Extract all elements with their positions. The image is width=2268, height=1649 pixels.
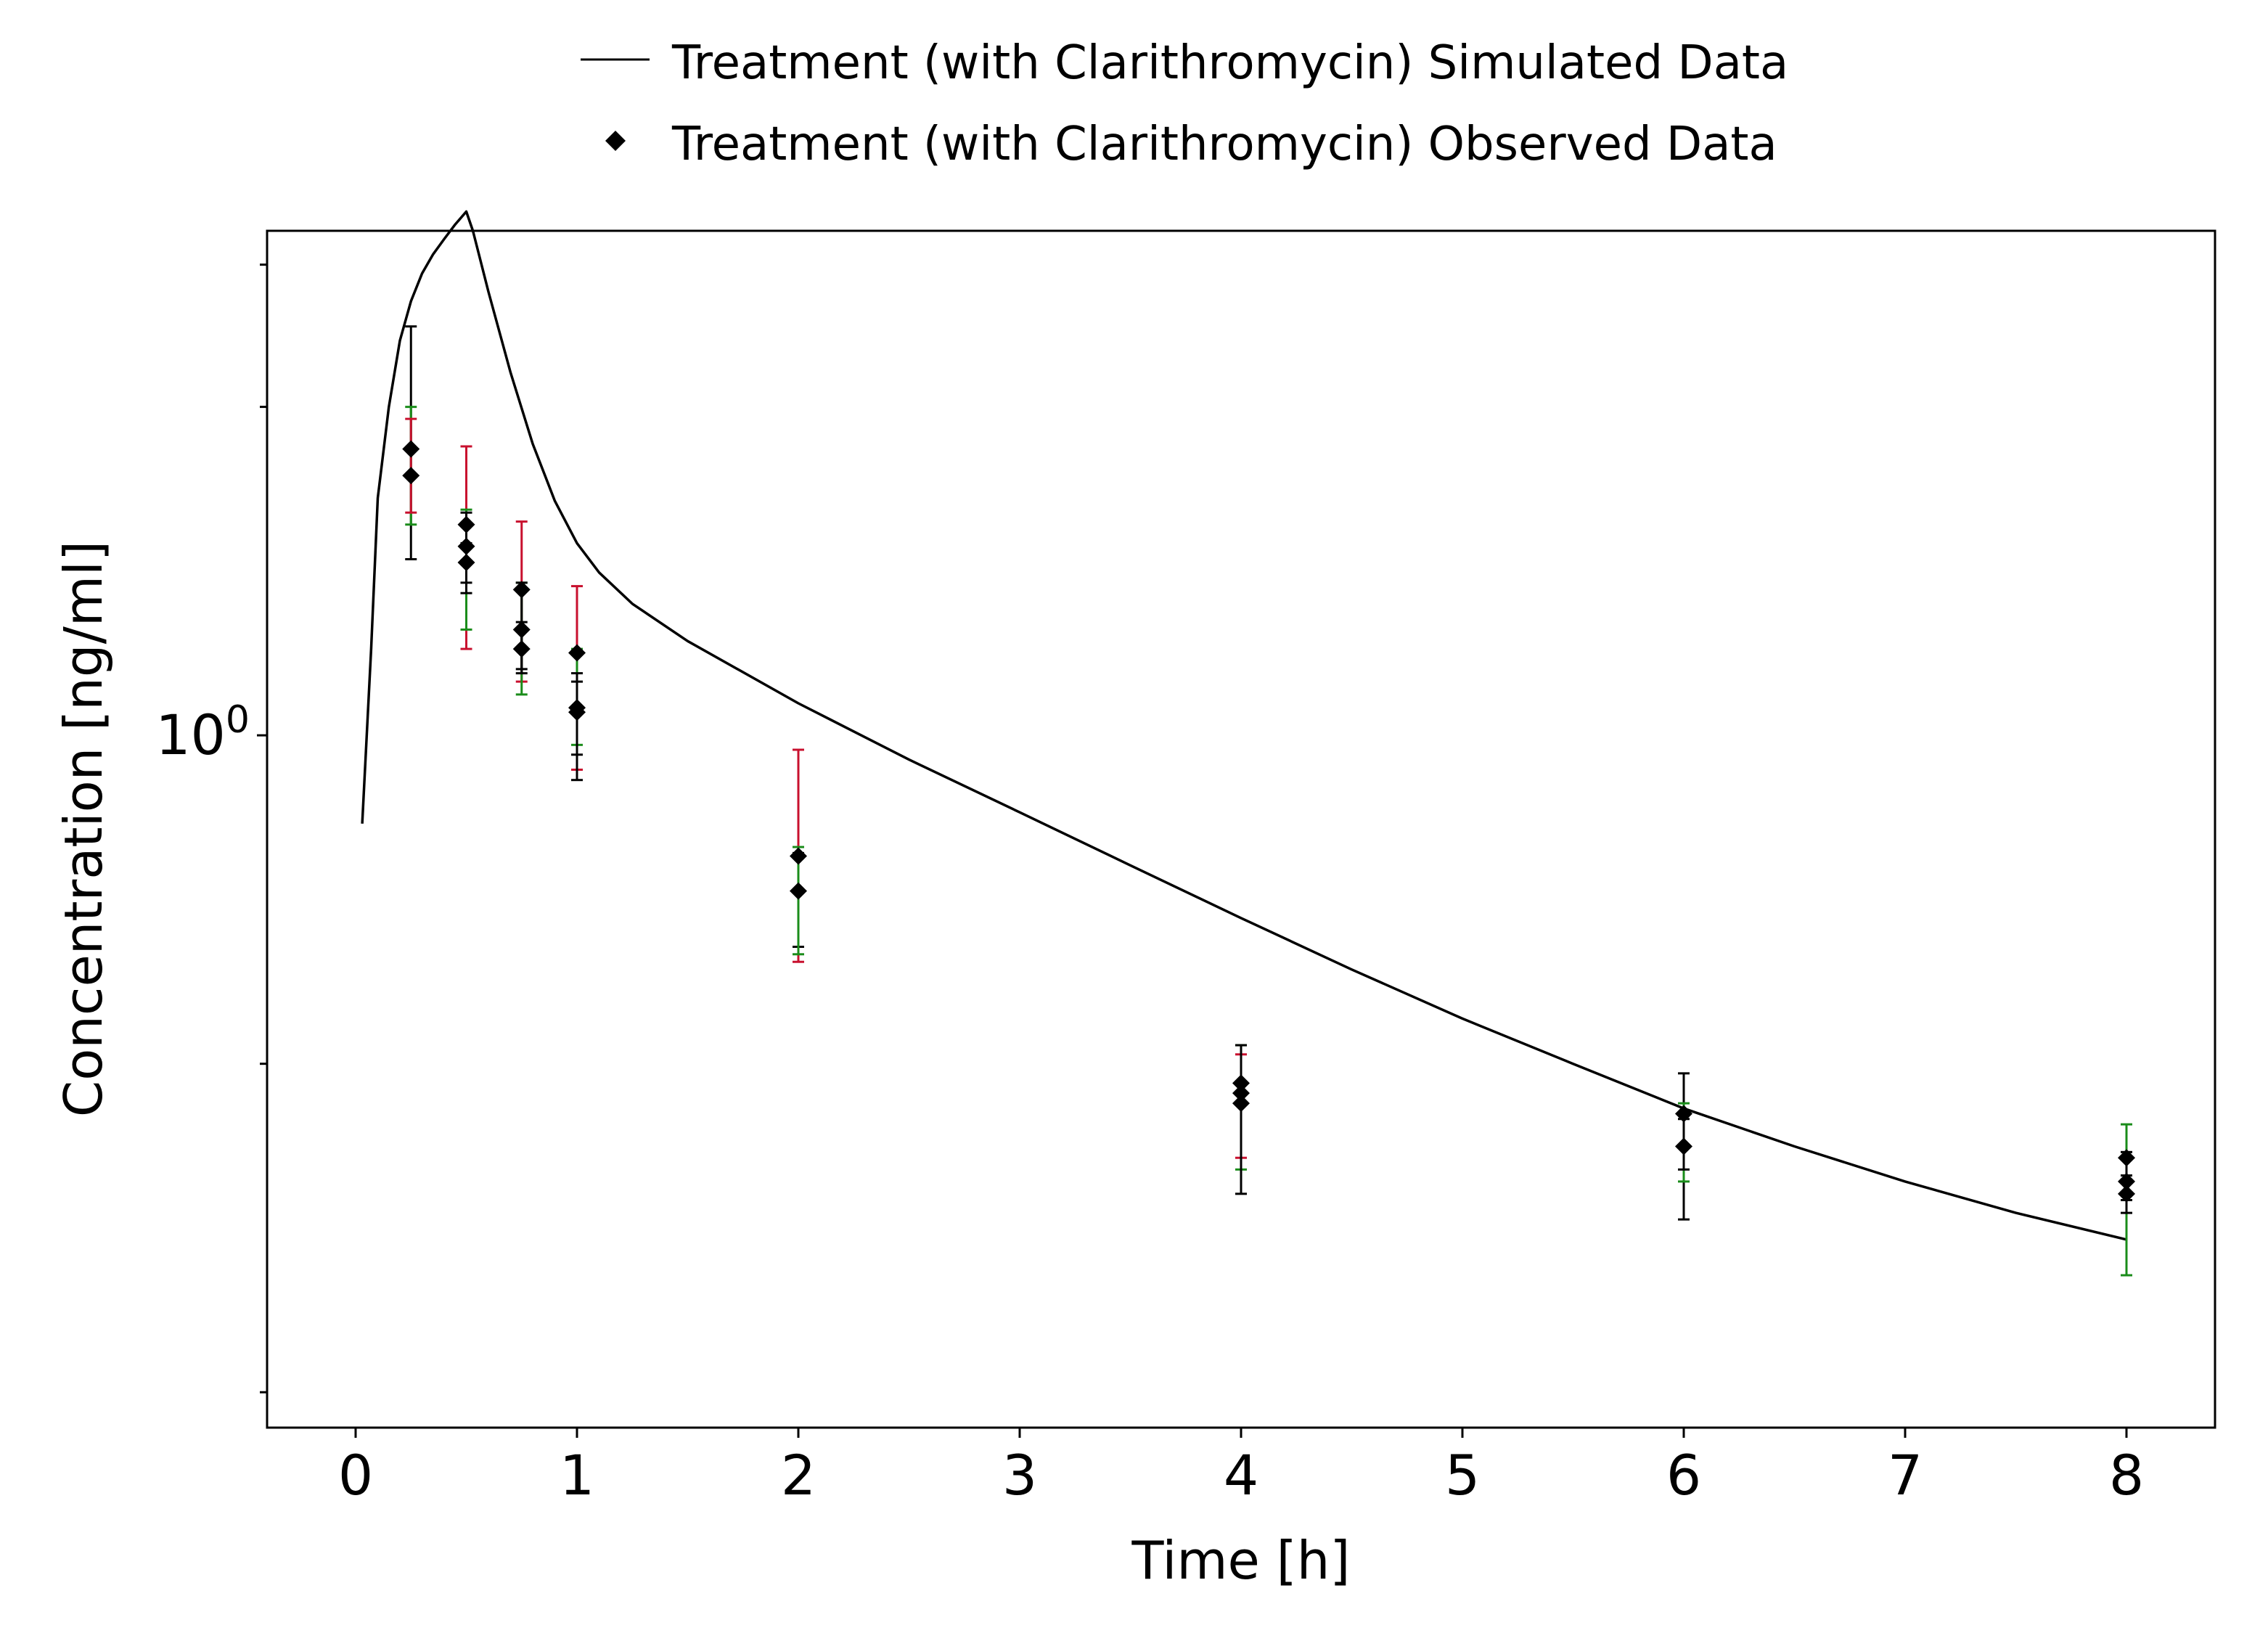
observed-point [457,554,475,572]
legend-label-observed: Treatment (with Clarithromycin) Observed… [671,118,1777,171]
observed-point [2118,1184,2135,1203]
observed-point [568,644,586,662]
x-tick-label: 0 [338,1443,373,1507]
x-axis-label: Time [h] [1131,1530,1351,1591]
observed-point [790,847,807,865]
x-tick-label: 3 [1002,1443,1037,1507]
y-axis: 100 [155,263,267,1394]
observed-point [512,640,531,658]
x-tick-label: 7 [1888,1443,1923,1507]
observed-point [568,703,586,721]
x-tick-label: 4 [1224,1443,1258,1507]
observed-point [402,467,420,485]
observed-point [790,882,807,900]
plot-frame [266,229,2216,1429]
observed-point [2118,1172,2135,1190]
observed-point [457,537,475,555]
x-tick-label: 1 [560,1443,594,1507]
observed-point [512,581,531,599]
legend-diamond-marker [605,131,626,151]
observed-point [512,621,531,639]
x-tick-label: 5 [1445,1443,1480,1507]
legend: Treatment (with Clarithromycin) Simulate… [581,36,1788,171]
x-axis: 0 1 2 3 4 5 6 7 8 [338,1428,2144,1507]
observed-point [457,515,475,533]
observed-point [1232,1074,1250,1092]
legend-label-simulated: Treatment (with Clarithromycin) Simulate… [671,36,1788,90]
observed-point [1675,1105,1692,1123]
y-axis-label: Concentration [ng/ml] [53,541,114,1117]
observed-point [1232,1094,1250,1113]
observed-point [2118,1149,2135,1167]
plot-area [361,210,2135,1277]
observed-point [402,440,420,458]
observed-point [1675,1137,1692,1155]
y-tick-label: 100 [155,698,250,767]
simulated-line [361,210,2127,1241]
observed-point [1232,1084,1250,1102]
x-tick-label: 8 [2109,1443,2144,1507]
x-tick-label: 6 [1666,1443,1701,1507]
x-tick-label: 2 [781,1443,816,1507]
